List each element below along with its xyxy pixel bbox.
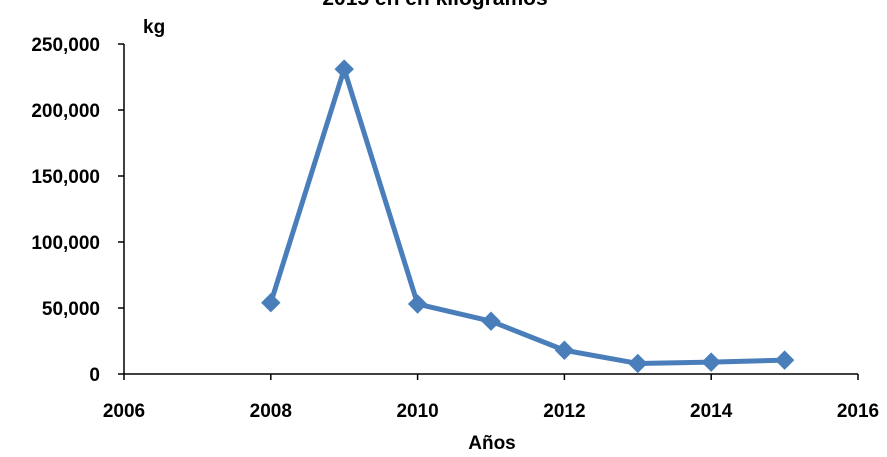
- y-tick-label: 250,000: [31, 35, 100, 56]
- y-axis-ticks: 0 50,000 100,000 150,000 200,000 250,000: [31, 35, 124, 386]
- data-point-marker: [774, 350, 795, 370]
- series-group: [261, 59, 795, 374]
- y-tick-label: 150,000: [31, 167, 100, 188]
- data-point-marker: [261, 293, 281, 313]
- y-tick-label: 50,000: [42, 299, 100, 320]
- x-axis-ticks: 2006 2008 2010 2012 2014 2016: [103, 374, 879, 422]
- x-tick-label: 2016: [837, 401, 879, 422]
- y-tick-label: 0: [89, 365, 100, 386]
- x-tick-label: 2010: [396, 401, 438, 422]
- y-tick-label: 200,000: [31, 101, 100, 122]
- data-point-marker: [554, 340, 575, 360]
- x-tick-label: 2014: [690, 401, 733, 422]
- x-tick-label: 2008: [250, 401, 292, 422]
- y-tick-label: 100,000: [31, 233, 100, 254]
- data-point-marker: [334, 59, 354, 79]
- axes: [123, 44, 858, 375]
- x-tick-label: 2012: [543, 401, 585, 422]
- data-point-marker: [628, 353, 648, 374]
- x-axis-title: Años: [468, 433, 516, 454]
- y-axis-title: kg: [143, 17, 165, 38]
- data-point-marker: [407, 294, 428, 314]
- data-point-marker: [481, 311, 501, 331]
- data-point-marker: [701, 352, 721, 372]
- x-tick-label: 2006: [103, 401, 145, 422]
- series-line: [268, 66, 785, 366]
- chart-title: 2015 en en kilogramos: [322, 0, 547, 10]
